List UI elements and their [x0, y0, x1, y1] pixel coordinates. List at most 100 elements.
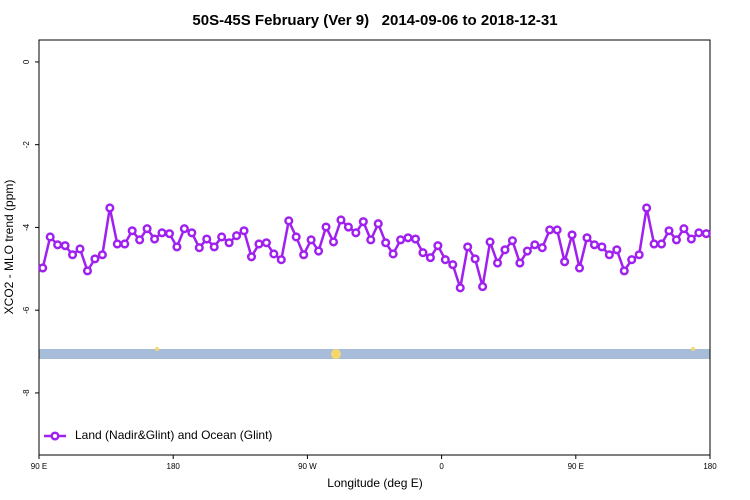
data-point [656, 239, 667, 249]
data-point [150, 234, 160, 244]
y-tick-label: -6 [22, 306, 31, 314]
data-point [604, 250, 614, 260]
data-point [38, 263, 48, 273]
data-line [41, 207, 707, 289]
data-point [396, 235, 406, 245]
data-point [157, 228, 167, 238]
data-point [440, 255, 450, 265]
plot-frame [38, 39, 711, 456]
data-point [418, 248, 428, 258]
data-point [328, 237, 339, 247]
data-point [515, 258, 525, 268]
data-point [90, 254, 100, 264]
data-point [127, 226, 137, 236]
land-marker [155, 347, 159, 351]
data-point [164, 229, 175, 239]
data-point [75, 244, 85, 254]
data-point [246, 252, 257, 262]
data-point [239, 226, 249, 236]
data-point [105, 203, 115, 213]
data-point [634, 250, 644, 260]
data-point [120, 239, 130, 249]
data-point [194, 243, 204, 253]
data-point [455, 283, 465, 293]
data-point [82, 266, 93, 276]
x-tick-label: 90 E [568, 462, 584, 471]
data-point [202, 234, 212, 244]
surface-strip [39, 349, 710, 359]
data-point [45, 232, 55, 242]
y-tick-label: -4 [22, 223, 31, 231]
legend-label: Land (Nadir&Glint) and Ocean (Glint) [75, 428, 272, 442]
x-axis-label: Longitude (deg E) [327, 476, 422, 490]
data-point [470, 254, 480, 264]
data-point [433, 241, 443, 251]
x-tick-label: 0 [439, 462, 444, 471]
data-point [492, 258, 503, 268]
x-tick-label: 90 W [298, 462, 317, 471]
data-point [232, 231, 242, 241]
data-point [284, 216, 294, 226]
data-point [321, 222, 331, 232]
y-axis-label: XCO2 - MLO trend (ppm) [2, 180, 16, 315]
data-point [276, 255, 286, 265]
data-point [172, 242, 182, 252]
data-point [373, 219, 383, 229]
data-point [701, 229, 711, 239]
data-point [358, 217, 368, 227]
data-point [299, 250, 309, 260]
data-point [179, 224, 189, 234]
data-point [619, 266, 629, 276]
data-point [269, 249, 279, 259]
data-point [97, 250, 107, 260]
y-tick-label: -2 [22, 141, 31, 149]
data-point [135, 235, 145, 245]
x-tick-label: 180 [167, 462, 181, 471]
data-point [388, 249, 398, 259]
data-point [68, 250, 78, 260]
land-marker [331, 349, 341, 359]
data-point [142, 224, 152, 234]
data-point [306, 235, 316, 245]
data-point [545, 225, 555, 235]
data-point [485, 237, 495, 247]
data-point [627, 255, 637, 265]
data-point [612, 245, 622, 255]
data-point [343, 222, 353, 232]
data-point [589, 240, 599, 250]
data-point [291, 232, 301, 242]
data-point [403, 233, 413, 243]
data-point [664, 226, 674, 236]
data-point [224, 238, 234, 248]
data-point [522, 246, 532, 256]
data-point [686, 234, 696, 244]
data-point [507, 236, 517, 246]
data-point [694, 228, 704, 238]
data-point [187, 228, 197, 238]
data-point [679, 224, 689, 234]
data-point [560, 257, 570, 267]
data-point [478, 282, 488, 292]
data-point [582, 233, 592, 243]
data-point [336, 215, 346, 225]
data-point [574, 263, 585, 273]
data-point [53, 240, 63, 250]
data-point [254, 239, 264, 249]
data-point [448, 260, 458, 270]
y-tick-label: -8 [22, 389, 31, 397]
data-point [381, 238, 391, 248]
data-point [500, 245, 510, 255]
data-point [537, 243, 547, 253]
data-point [530, 240, 540, 250]
x-tick-label: 90 E [31, 462, 47, 471]
chart-title: 50S-45S February (Ver 9) 2014-09-06 to 2… [192, 12, 557, 29]
legend-marker [50, 431, 60, 441]
data-point [552, 225, 562, 235]
data-point [217, 232, 227, 242]
data-point [314, 246, 324, 256]
data-point [209, 242, 219, 252]
data-point [60, 241, 70, 251]
data-point [112, 239, 122, 249]
data-point [649, 239, 659, 249]
